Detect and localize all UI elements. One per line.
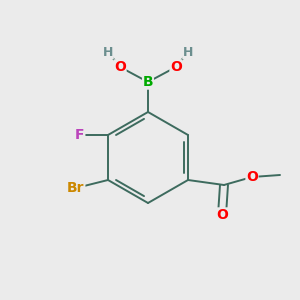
Text: O: O bbox=[170, 60, 182, 74]
Text: B: B bbox=[143, 75, 153, 89]
Text: O: O bbox=[114, 60, 126, 74]
Text: H: H bbox=[183, 46, 193, 59]
Text: F: F bbox=[75, 128, 85, 142]
Text: Br: Br bbox=[67, 181, 85, 195]
Text: O: O bbox=[216, 208, 228, 222]
Text: O: O bbox=[246, 170, 258, 184]
Text: H: H bbox=[103, 46, 113, 59]
